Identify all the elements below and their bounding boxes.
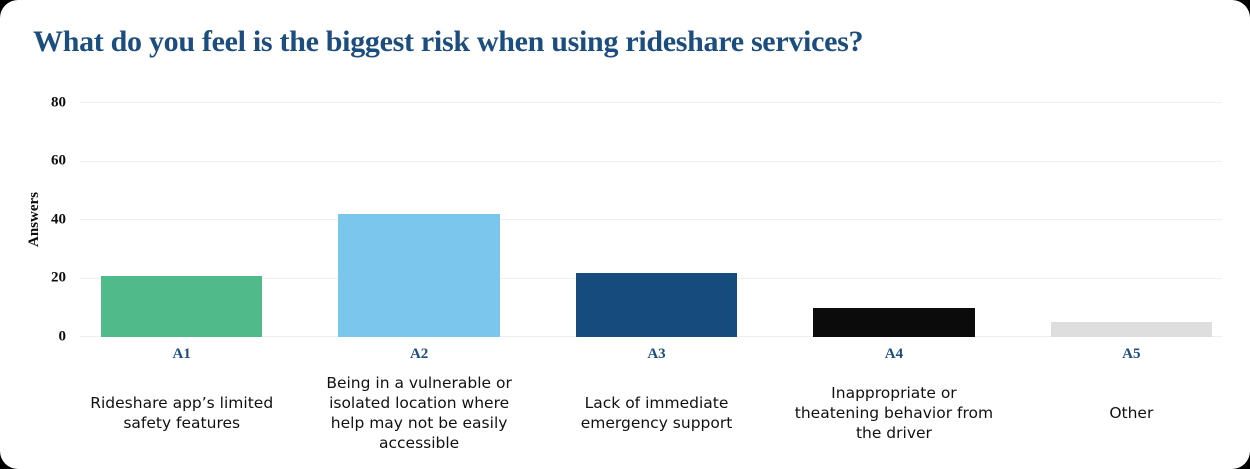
y-tick-label-80: 80	[51, 94, 66, 110]
category-description-a5: Other	[1109, 403, 1154, 422]
category-description-cell-a3: Lack of immediate emergency support	[538, 369, 775, 457]
gridline-y-60: 60	[51, 153, 1222, 169]
bar-a4[interactable]	[813, 307, 975, 337]
chart-title: What do you feel is the biggest risk whe…	[33, 25, 864, 58]
category-id-a2: A2	[409, 346, 429, 362]
bar-a1[interactable]	[100, 275, 263, 337]
bar-column-a4	[775, 103, 1012, 337]
y-tick-label-0: 0	[58, 328, 67, 344]
bar-a5[interactable]	[1050, 322, 1213, 337]
bar-a2[interactable]	[338, 214, 500, 337]
gridline-y-40: 40	[51, 211, 1222, 227]
bar-chart: Answers 0 20 40 60 80 A1 A2 A3 A4 A5 Rideshare a…	[0, 94, 1250, 457]
category-description-row: Rideshare app’s limited safety features B…	[0, 369, 1250, 457]
bar-column-a2	[300, 103, 537, 337]
category-description-a2: Being in a vulnerable or isolated locati…	[326, 373, 512, 453]
category-id-row: A1 A2 A3 A4 A5	[0, 346, 1250, 363]
category-description-a3: Lack of immediate emergency support	[580, 393, 733, 432]
bars-container	[63, 103, 1250, 337]
category-id-a4: A4	[884, 346, 904, 362]
bar-column-a3	[538, 103, 775, 337]
y-tick-label-20: 20	[51, 269, 66, 286]
category-id-a5: A5	[1122, 346, 1141, 362]
gridline-y-80: 80	[51, 94, 1222, 110]
y-tick-label-60: 60	[51, 152, 66, 169]
category-id-a1: A1	[172, 346, 191, 362]
category-description-cell-a4: Inappropriate or theatening behavior fro…	[775, 369, 1012, 457]
bar-a3[interactable]	[575, 272, 738, 337]
bar-column-a5	[1013, 103, 1250, 337]
category-description-a4: Inappropriate or theatening behavior fro…	[794, 383, 994, 443]
bar-column-a1	[63, 103, 300, 337]
y-tick-label-40: 40	[51, 211, 66, 227]
plot-area: 0 20 40 60 80	[0, 94, 1250, 344]
category-description-a1: Rideshare app’s limited safety features	[90, 393, 274, 432]
category-id-a3: A3	[647, 346, 666, 362]
category-description-cell-a2: Being in a vulnerable or isolated locati…	[300, 369, 537, 457]
category-description-cell-a5: Other	[1013, 369, 1250, 457]
category-description-cell-a1: Rideshare app’s limited safety features	[63, 369, 300, 457]
